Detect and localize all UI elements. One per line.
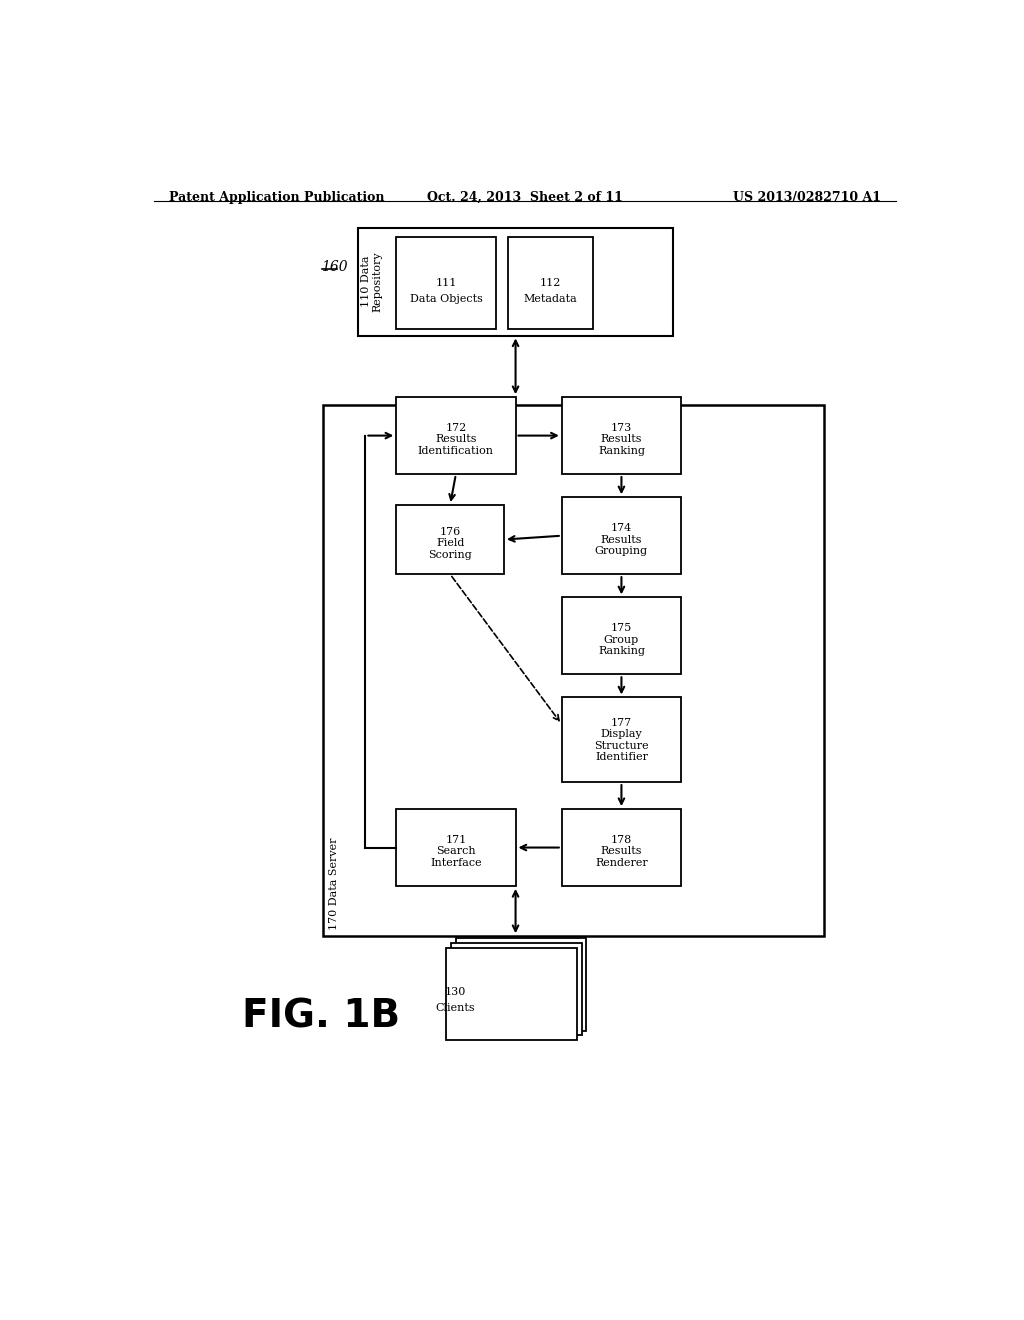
Text: Grouping: Grouping	[595, 546, 648, 556]
Text: Ranking: Ranking	[598, 647, 645, 656]
Bar	[456, 939, 587, 1031]
Text: 172: 172	[445, 422, 467, 433]
Text: 175: 175	[610, 623, 632, 634]
Bar	[446, 948, 578, 1040]
Text: Structure: Structure	[594, 741, 649, 751]
Text: 174: 174	[610, 523, 632, 533]
Text: 130: 130	[444, 987, 466, 998]
Text: Scoring: Scoring	[428, 550, 472, 560]
Text: 111: 111	[435, 279, 457, 288]
Text: FIG. 1B: FIG. 1B	[243, 998, 400, 1036]
Bar	[396, 809, 515, 886]
Text: 177: 177	[611, 718, 632, 727]
Text: Results: Results	[601, 846, 642, 857]
Text: Clients: Clients	[435, 1003, 475, 1012]
Text: Results: Results	[601, 434, 642, 445]
Text: Metadata: Metadata	[523, 293, 578, 304]
Text: 178: 178	[610, 834, 632, 845]
Text: 160: 160	[322, 260, 348, 275]
Bar	[451, 942, 582, 1035]
Text: Ranking: Ranking	[598, 446, 645, 455]
Text: Results: Results	[601, 535, 642, 545]
Text: 112: 112	[540, 279, 561, 288]
Bar	[562, 697, 681, 781]
Text: Renderer: Renderer	[595, 858, 648, 869]
Bar	[357, 227, 674, 335]
Text: Field: Field	[436, 539, 464, 548]
Bar	[396, 238, 497, 330]
Text: Oct. 24, 2013  Sheet 2 of 11: Oct. 24, 2013 Sheet 2 of 11	[427, 191, 623, 203]
Bar	[562, 597, 681, 675]
Text: Data Objects: Data Objects	[410, 293, 482, 304]
Text: Identifier: Identifier	[595, 752, 648, 763]
Text: Results: Results	[435, 434, 476, 445]
Text: 170 Data Server: 170 Data Server	[330, 837, 339, 929]
Text: 110 Data
Repository: 110 Data Repository	[360, 251, 382, 312]
Bar	[396, 506, 504, 574]
Text: US 2013/0282710 A1: US 2013/0282710 A1	[733, 191, 882, 203]
Bar	[562, 498, 681, 574]
Text: 176: 176	[439, 527, 461, 537]
Bar	[508, 238, 593, 330]
Text: Interface: Interface	[430, 858, 481, 869]
Text: 173: 173	[610, 422, 632, 433]
Text: Search: Search	[436, 846, 476, 857]
Bar	[396, 397, 515, 474]
Bar	[562, 397, 681, 474]
Text: Group: Group	[604, 635, 639, 644]
Text: Patent Application Publication: Patent Application Publication	[169, 191, 385, 203]
Bar	[562, 809, 681, 886]
Text: Identification: Identification	[418, 446, 494, 455]
Text: Display: Display	[600, 730, 642, 739]
Bar	[323, 405, 823, 936]
Text: 171: 171	[445, 834, 467, 845]
